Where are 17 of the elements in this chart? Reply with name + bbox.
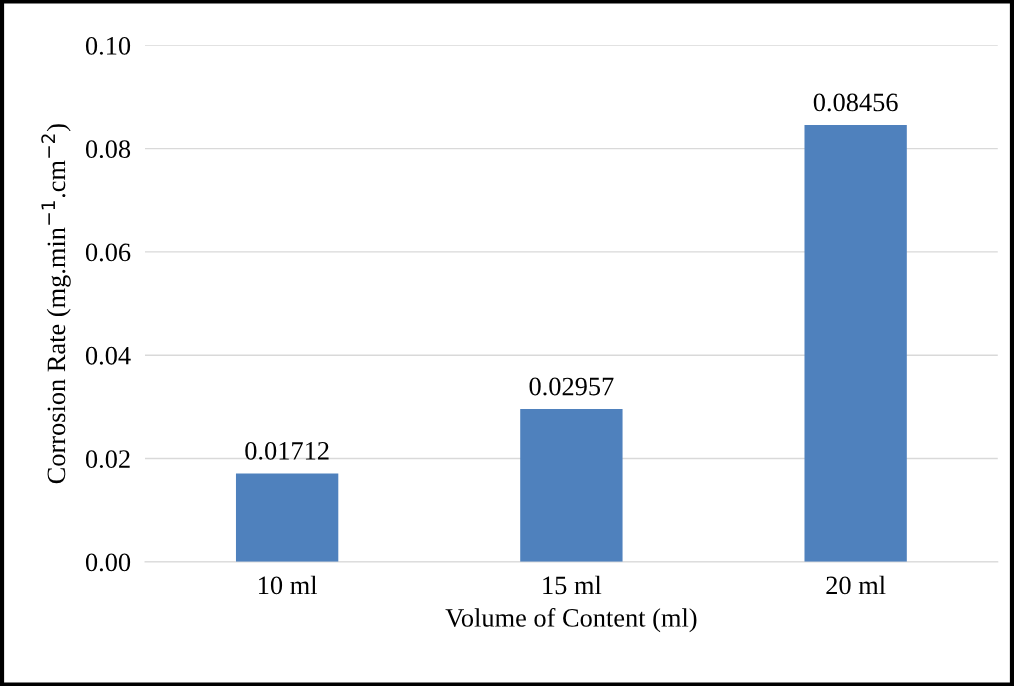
x-tick-label: 20 ml [826,575,886,595]
bar [804,125,907,562]
x-axis-title: Volume of Content (ml) [445,607,697,633]
data-label: 0.08456 [813,93,898,112]
bar [520,409,623,562]
y-tick-label: 0.06 [85,243,131,262]
y-axis-title: Corrosion Rate (mg.min$^{−1}$.cm$^{−2}$) [41,124,71,484]
data-label: 0.01712 [245,441,329,460]
y-tick-label: 0.10 [85,36,131,55]
x-tick-label: 10 ml [259,575,318,595]
y-tick-label: 0.08 [85,140,131,159]
y-tick-label: 0.00 [85,553,131,572]
x-tick-label: 15 ml [543,575,602,595]
y-tick-label: 0.02 [85,450,130,469]
y-tick-label: 0.04 [85,346,131,365]
data-label: 0.02957 [529,377,614,396]
bar [235,473,339,562]
